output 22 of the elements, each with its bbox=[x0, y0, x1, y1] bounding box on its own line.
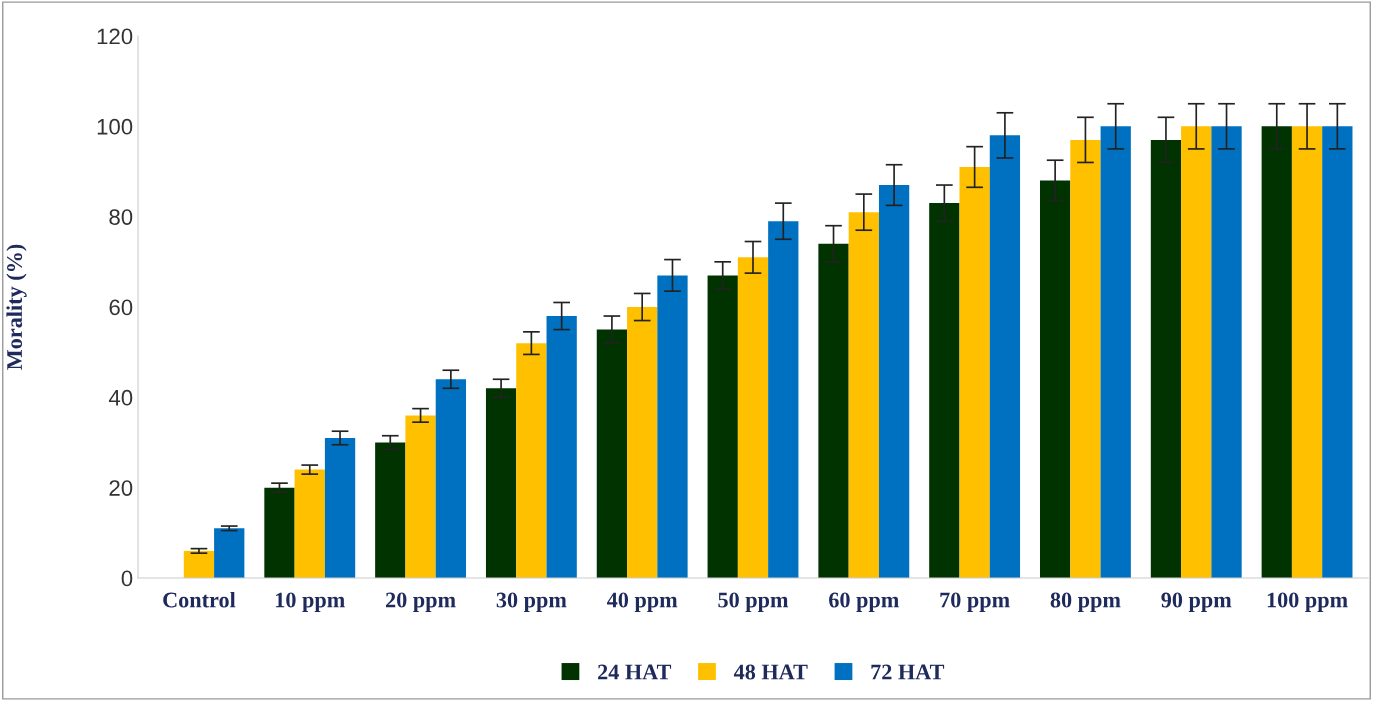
x-tick-label: 80 ppm bbox=[1050, 592, 1121, 613]
x-tick-label: 30 ppm bbox=[496, 592, 567, 613]
x-tick-label: 40 ppm bbox=[606, 592, 678, 613]
y-tick-label: 60 bbox=[109, 299, 133, 316]
y-tick-label: 120 bbox=[97, 28, 133, 45]
x-tick-label: 20 ppm bbox=[386, 592, 456, 613]
x-tick-label: Control bbox=[163, 591, 236, 608]
x-tick-label: 10 ppm bbox=[276, 592, 345, 613]
y-tick-label: 80 bbox=[109, 209, 133, 225]
y-tick-label: 20 bbox=[109, 480, 133, 496]
legend-label: 24 HAT bbox=[598, 664, 672, 680]
legend-label: 48 HAT bbox=[733, 664, 808, 680]
x-tick-label: 100 ppm bbox=[1267, 592, 1348, 613]
y-tick-label: 100 bbox=[97, 118, 133, 135]
y-axis-title: Morality (%) bbox=[6, 244, 27, 370]
x-tick-label: 50 ppm bbox=[718, 592, 789, 613]
y-tick-label: 40 bbox=[108, 389, 133, 406]
x-tick-label: 70 ppm bbox=[940, 592, 1010, 613]
legend-label: 72 HAT bbox=[871, 664, 945, 680]
x-tick-label: 60 ppm bbox=[829, 592, 899, 613]
y-tick-label: 0 bbox=[121, 570, 133, 587]
x-tick-label: 90 ppm bbox=[1161, 592, 1232, 613]
